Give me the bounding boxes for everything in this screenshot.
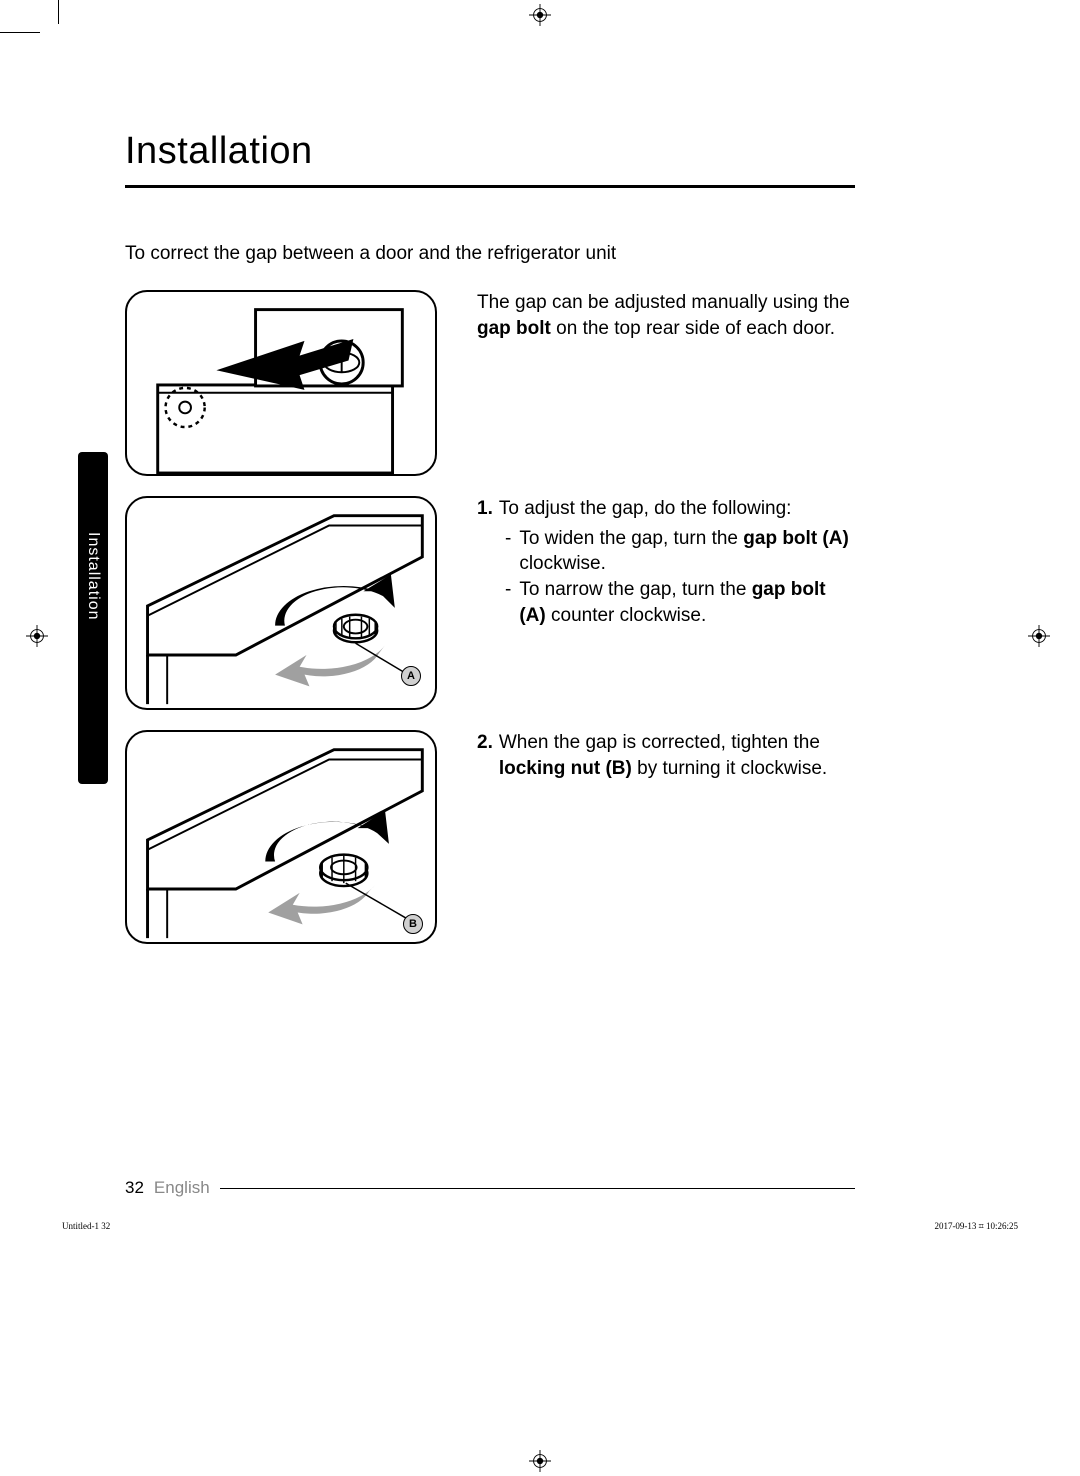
registration-mark-icon [1028, 625, 1050, 647]
page-content: Installation To correct the gap between … [125, 130, 855, 964]
section-tab-label: Installation [84, 532, 102, 621]
registration-mark-icon [26, 625, 48, 647]
page-title: Installation [125, 130, 855, 188]
figure-label-a: A [401, 666, 421, 686]
figure-1 [125, 290, 437, 476]
figure-3: B [125, 730, 437, 944]
registration-mark-icon [529, 4, 551, 26]
print-slug-left: Untitled-1 32 [62, 1221, 110, 1232]
print-slug-right: 2017-09-13 ⌗ 10:26:25 [934, 1221, 1018, 1232]
intro-text: The gap can be adjusted manually using t… [477, 290, 855, 341]
figure-2: A [125, 496, 437, 710]
subheading: To correct the gap between a door and th… [125, 243, 855, 265]
step-number: 1. [477, 496, 493, 522]
content-row-1: The gap can be adjusted manually using t… [125, 290, 855, 476]
section-tab: Installation [78, 452, 108, 784]
footer-language: English [154, 1178, 210, 1198]
registration-mark-icon [529, 1450, 551, 1472]
figure-label-b: B [403, 914, 423, 934]
page-number: 32 [125, 1178, 144, 1198]
footer-rule [220, 1188, 855, 1189]
step-number: 2. [477, 730, 493, 781]
step1-text: 1. To adjust the gap, do the following: … [477, 496, 855, 628]
step2-text: 2. When the gap is corrected, tighten th… [477, 730, 855, 785]
print-slug: Untitled-1 32 2017-09-13 ⌗ 10:26:25 [62, 1221, 1018, 1232]
content-row-3: B 2. When the gap is corrected, tighten … [125, 730, 855, 944]
page-footer: 32 English [125, 1178, 855, 1198]
content-row-2: A 1. To adjust the gap, do the following… [125, 496, 855, 710]
